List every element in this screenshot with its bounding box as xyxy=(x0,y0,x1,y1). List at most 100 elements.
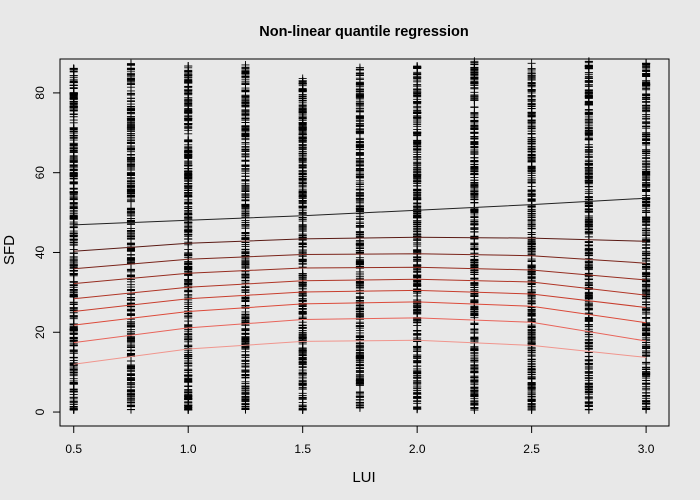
data-point xyxy=(241,297,250,306)
data-point xyxy=(69,169,78,178)
data-point xyxy=(355,189,364,198)
data-point xyxy=(584,140,593,149)
data-point xyxy=(69,105,78,114)
data-point xyxy=(69,179,78,188)
data-point xyxy=(413,80,422,89)
data-point xyxy=(355,309,364,318)
data-point xyxy=(527,81,536,90)
data-point xyxy=(642,79,651,88)
x-tick-label: 2.5 xyxy=(523,442,540,456)
data-point xyxy=(413,262,422,271)
data-point xyxy=(241,373,250,382)
data-point xyxy=(642,285,651,294)
data-point xyxy=(584,275,593,284)
data-point xyxy=(298,174,307,183)
data-point xyxy=(584,68,593,77)
data-point xyxy=(584,76,593,85)
data-point xyxy=(527,405,536,414)
data-point xyxy=(642,167,651,176)
point-column xyxy=(527,59,536,414)
data-point xyxy=(184,332,193,341)
data-point xyxy=(470,113,479,122)
data-point xyxy=(470,310,479,319)
data-point xyxy=(413,141,422,150)
data-point xyxy=(69,313,78,322)
quantile-line xyxy=(73,289,647,312)
data-point xyxy=(184,77,193,86)
data-point xyxy=(69,95,78,104)
data-point xyxy=(298,231,307,240)
quantile-line xyxy=(73,197,647,226)
data-point xyxy=(298,259,307,268)
data-point xyxy=(527,150,536,159)
data-point xyxy=(355,65,364,74)
data-point xyxy=(413,364,422,373)
data-point xyxy=(126,280,135,289)
data-point xyxy=(126,157,135,166)
data-point xyxy=(470,93,479,102)
data-point xyxy=(126,178,135,187)
y-tick-label: 20 xyxy=(33,325,47,339)
data-point xyxy=(184,263,193,272)
data-point xyxy=(241,313,250,322)
data-point xyxy=(642,397,651,406)
data-point xyxy=(584,108,593,117)
data-point xyxy=(184,199,193,208)
x-tick-label: 3.0 xyxy=(638,442,655,456)
data-point xyxy=(413,238,422,247)
data-point xyxy=(126,329,135,338)
data-point xyxy=(413,95,422,104)
data-point xyxy=(241,258,250,267)
data-point xyxy=(184,293,193,302)
data-point xyxy=(355,221,364,230)
data-point xyxy=(126,343,135,352)
data-point xyxy=(642,298,651,307)
data-point xyxy=(355,341,364,350)
data-point xyxy=(69,400,78,409)
data-point xyxy=(298,204,307,213)
data-point xyxy=(298,369,307,378)
data-point xyxy=(241,172,250,181)
data-point xyxy=(355,239,364,248)
data-point xyxy=(126,364,135,373)
data-point xyxy=(584,133,593,142)
data-point xyxy=(69,362,78,371)
data-point xyxy=(184,120,193,129)
data-point xyxy=(355,127,364,136)
x-tick-label: 1.5 xyxy=(294,442,311,456)
data-point xyxy=(298,347,307,356)
data-point xyxy=(241,105,250,114)
data-point xyxy=(355,169,364,178)
data-point xyxy=(470,186,479,195)
data-point xyxy=(184,104,193,113)
data-point xyxy=(584,360,593,369)
data-point xyxy=(241,124,250,133)
point-column xyxy=(584,57,593,414)
data-point xyxy=(355,280,364,289)
chart-title: Non-linear quantile regression xyxy=(259,24,469,40)
data-point xyxy=(184,62,193,71)
x-axis: 0.5 1.0 1.5 2.0 2.5 3.0 xyxy=(65,425,655,456)
data-point xyxy=(642,59,651,68)
x-tick-label: 1.0 xyxy=(180,442,197,456)
data-point xyxy=(470,170,479,179)
data-point xyxy=(527,108,536,117)
data-point xyxy=(470,74,479,83)
data-point xyxy=(126,97,135,106)
data-point xyxy=(413,220,422,229)
data-point xyxy=(298,384,307,393)
data-point xyxy=(241,189,250,198)
data-point xyxy=(584,127,593,136)
data-point xyxy=(241,240,250,249)
data-point xyxy=(69,78,78,87)
data-point xyxy=(184,325,193,334)
data-point xyxy=(642,309,651,318)
y-tick-label: 40 xyxy=(33,245,47,259)
data-point xyxy=(413,158,422,167)
point-column xyxy=(184,62,193,415)
data-point xyxy=(126,375,135,384)
data-point xyxy=(527,195,536,204)
data-point xyxy=(184,401,193,410)
data-point xyxy=(584,368,593,377)
data-point xyxy=(470,65,479,74)
